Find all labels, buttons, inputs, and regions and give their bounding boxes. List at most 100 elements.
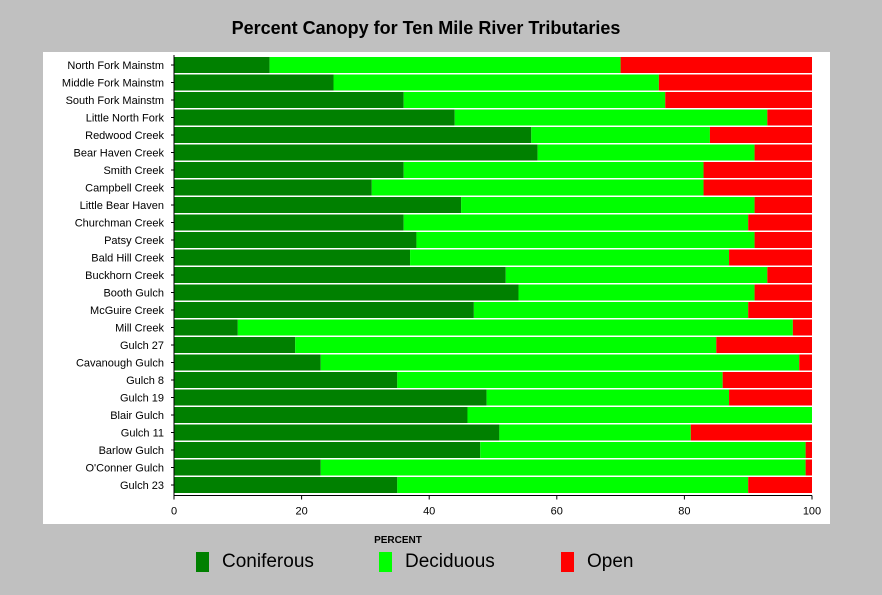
bar-deciduous-smith-creek (403, 162, 704, 178)
bar-coniferous-mill-creek (174, 319, 238, 336)
legend-swatch (561, 552, 574, 572)
bar-coniferous-o-conner-gulch (174, 459, 321, 476)
plot-area: North Fork Mainstm Middle Fork Mainstm Sou… (43, 52, 830, 524)
bar-deciduous-bear-haven-creek (537, 144, 755, 161)
y-tick-label: Redwood Creek (85, 130, 164, 142)
bar-open-gulch-11 (690, 424, 812, 441)
y-tick-label: Gulch 19 (120, 393, 164, 405)
bar-coniferous-north-fork-mainstm (174, 57, 270, 73)
bar-open-bear-haven-creek (754, 144, 812, 161)
bar-coniferous-little-north-fork (174, 109, 455, 126)
bar-open-middle-fork-mainstm (658, 74, 812, 91)
x-axis-label: PERCENT (374, 535, 422, 546)
bar-deciduous-campbell-creek (371, 179, 704, 196)
bar-open-patsy-creek (754, 232, 812, 248)
y-tick-label: Buckhorn Creek (85, 270, 164, 282)
bar-deciduous-gulch-11 (499, 424, 691, 441)
bar-deciduous-gulch-23 (397, 477, 749, 493)
bar-open-o-conner-gulch (805, 459, 812, 476)
bar-open-south-fork-mainstm (665, 92, 812, 108)
y-tick-label: Blair Gulch (110, 410, 164, 422)
bar-coniferous-middle-fork-mainstm (174, 74, 334, 91)
y-tick-label: Gulch 23 (120, 480, 164, 492)
bar-open-north-fork-mainstm (620, 57, 812, 73)
bar-deciduous-gulch-8 (397, 372, 723, 388)
bar-coniferous-gulch-27 (174, 337, 296, 353)
legend-item-deciduous: Deciduous (379, 551, 495, 573)
bar-open-gulch-23 (748, 477, 812, 493)
bar-deciduous-mcguire-creek (473, 302, 749, 318)
bar-coniferous-little-bear-haven (174, 197, 462, 213)
bar-coniferous-mcguire-creek (174, 302, 474, 318)
bar-coniferous-gulch-8 (174, 372, 398, 388)
bar-deciduous-middle-fork-mainstm (333, 74, 659, 91)
y-tick-label: Churchman Creek (75, 218, 165, 230)
bar-coniferous-churchman-creek (174, 214, 404, 231)
legend-label: Coniferous (222, 551, 314, 572)
bar-deciduous-south-fork-mainstm (403, 92, 666, 108)
bar-coniferous-south-fork-mainstm (174, 92, 404, 108)
y-tick-label: O'Conner Gulch (85, 463, 164, 475)
bar-open-campbell-creek (703, 179, 812, 196)
bar-coniferous-bald-hill-creek (174, 249, 411, 266)
bar-coniferous-bear-haven-creek (174, 144, 538, 161)
bar-deciduous-churchman-creek (403, 214, 749, 231)
bar-deciduous-little-bear-haven (461, 197, 755, 213)
bar-coniferous-campbell-creek (174, 179, 372, 196)
bar-open-mcguire-creek (748, 302, 812, 318)
bar-open-bald-hill-creek (729, 249, 812, 266)
bar-deciduous-mill-creek (237, 319, 793, 336)
legend-swatch (379, 552, 392, 572)
bar-deciduous-buckhorn-creek (505, 267, 768, 283)
bar-deciduous-bald-hill-creek (410, 249, 730, 266)
y-tick-label: Little Bear Haven (80, 200, 164, 212)
bar-open-gulch-8 (722, 372, 812, 388)
bar-deciduous-gulch-27 (295, 337, 717, 353)
bar-deciduous-north-fork-mainstm (269, 57, 621, 73)
y-tick-label: Barlow Gulch (99, 445, 164, 457)
bar-coniferous-patsy-creek (174, 232, 417, 248)
bar-deciduous-blair-gulch (467, 407, 812, 423)
bar-coniferous-gulch-23 (174, 477, 398, 493)
bar-deciduous-barlow-gulch (480, 442, 806, 458)
bar-coniferous-gulch-11 (174, 424, 500, 441)
legend-label: Open (587, 551, 634, 572)
y-tick-label: North Fork Mainstm (67, 60, 164, 72)
bar-open-little-north-fork (767, 109, 812, 126)
y-tick-label: Bald Hill Creek (91, 253, 164, 265)
y-tick-label: Campbell Creek (85, 183, 164, 195)
chart-title: Percent Canopy for Ten Mile River Tribut… (231, 18, 621, 38)
bar-open-little-bear-haven (754, 197, 812, 213)
bar-open-churchman-creek (748, 214, 812, 231)
y-tick-label: McGuire Creek (90, 305, 164, 317)
y-tick-label: Booth Gulch (103, 288, 164, 300)
x-tick-label: 0 (171, 506, 177, 518)
bar-deciduous-o-conner-gulch (320, 459, 806, 476)
bar-deciduous-booth-gulch (518, 284, 755, 301)
legend-label: Deciduous (405, 551, 495, 572)
bar-deciduous-gulch-19 (486, 389, 730, 406)
x-tick-label: 20 (295, 506, 307, 518)
bar-coniferous-smith-creek (174, 162, 404, 178)
x-tick-label: 40 (423, 506, 435, 518)
bar-open-smith-creek (703, 162, 812, 178)
x-tick-label: 60 (551, 506, 563, 518)
bar-open-barlow-gulch (805, 442, 812, 458)
legend-item-coniferous: Coniferous (196, 551, 314, 573)
bar-open-gulch-27 (716, 337, 812, 353)
y-tick-label: Bear Haven Creek (74, 148, 165, 160)
bar-chart: North Fork Mainstm Middle Fork Mainstm Sou… (62, 55, 821, 518)
bar-coniferous-blair-gulch (174, 407, 468, 423)
bar-open-booth-gulch (754, 284, 812, 301)
y-tick-label: Little North Fork (86, 113, 165, 125)
bar-coniferous-booth-gulch (174, 284, 519, 301)
legend-item-open: Open (561, 551, 633, 573)
y-tick-label: Middle Fork Mainstm (62, 78, 164, 90)
legend-swatch (196, 552, 209, 572)
y-tick-label: Mill Creek (115, 323, 164, 335)
bar-coniferous-redwood-creek (174, 127, 532, 143)
y-tick-label: Patsy Creek (104, 235, 164, 247)
bar-deciduous-redwood-creek (531, 127, 710, 143)
bar-open-mill-creek (792, 319, 812, 336)
y-tick-label: Gulch 27 (120, 340, 164, 352)
